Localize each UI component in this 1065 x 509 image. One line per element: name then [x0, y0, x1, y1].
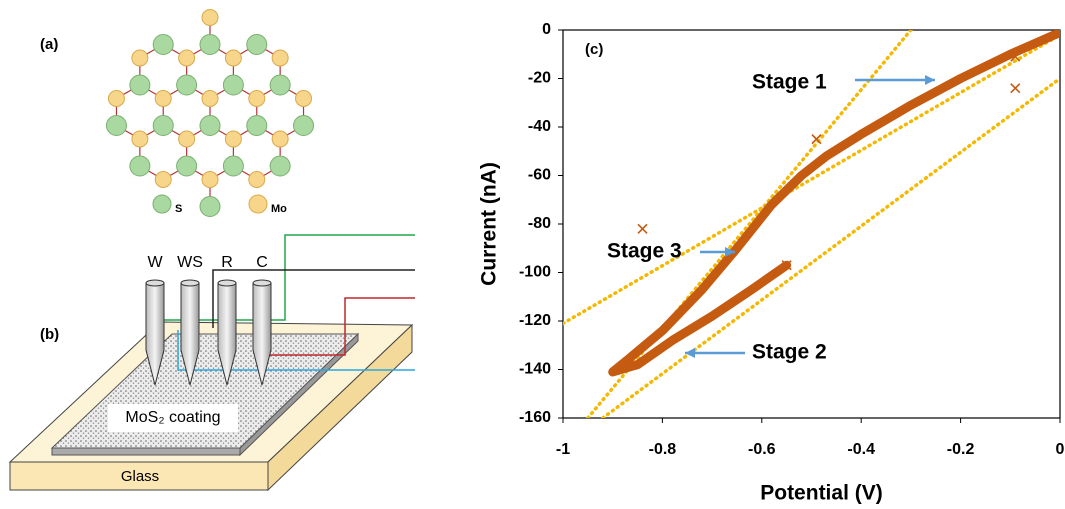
x-tick-label: -0.8 — [649, 441, 677, 458]
annotation: Stage 3 — [607, 240, 682, 263]
y-tick-label: 0 — [542, 21, 551, 38]
electrode-top — [146, 280, 164, 286]
atom — [153, 116, 173, 136]
atom — [130, 75, 150, 95]
atom — [132, 50, 148, 66]
atom — [296, 91, 312, 107]
atom — [200, 197, 220, 217]
y-tick-label: -40 — [528, 118, 551, 135]
electrode-label: R — [221, 254, 233, 271]
electrode-label: WS — [177, 254, 203, 271]
legend-s-marker — [153, 195, 171, 213]
atom — [108, 91, 124, 107]
legend-label: S — [175, 203, 182, 215]
y-tick-label: -100 — [519, 264, 551, 281]
chart: -160 -140 -120 -100 -80 -60 -40 -20 0 -1 -0.8 -0.6 -… — [478, 21, 1065, 504]
atom — [270, 156, 290, 176]
coating-label: MoS₂ coating — [125, 409, 220, 426]
atom — [177, 75, 197, 95]
y-tick-label: -60 — [528, 167, 551, 184]
legend-label: Mo — [271, 203, 287, 215]
schematic — [10, 235, 415, 490]
atom — [106, 116, 126, 136]
atom — [179, 50, 195, 66]
atom — [249, 91, 265, 107]
annotation: Stage 2 — [752, 341, 827, 364]
y-tick-label: -160 — [519, 409, 551, 426]
atom — [249, 172, 265, 188]
panel-label: (c) — [585, 41, 603, 58]
cross-marker — [638, 224, 647, 233]
electrode-top — [181, 280, 199, 286]
electrode-top — [253, 280, 271, 286]
atom — [294, 116, 314, 136]
y-tick-label: -140 — [519, 361, 551, 378]
atom — [202, 172, 218, 188]
atom — [247, 35, 267, 55]
atom — [200, 116, 220, 136]
arrow-head — [925, 75, 935, 85]
x-tick-label: -1 — [556, 441, 570, 458]
y-tick-label: -120 — [519, 312, 551, 329]
data-line — [613, 32, 1060, 372]
atom — [153, 35, 173, 55]
panel-label: (a) — [40, 36, 58, 53]
atom — [225, 131, 241, 147]
legend-mo-marker — [249, 195, 267, 213]
atom — [272, 50, 288, 66]
x-tick-label: -0.6 — [748, 441, 776, 458]
atom — [223, 75, 243, 95]
cross-marker — [1011, 84, 1020, 93]
x-tick-label: -0.2 — [947, 441, 975, 458]
annotation: Stage 1 — [752, 71, 827, 94]
atom — [223, 156, 243, 176]
electrode-label: W — [147, 254, 163, 271]
atom — [155, 172, 171, 188]
x-axis-title: Potential (V) — [760, 482, 883, 505]
atom — [202, 91, 218, 107]
y-tick-label: -20 — [528, 70, 551, 87]
atom — [247, 116, 267, 136]
x-tick-label: 0 — [1056, 441, 1065, 458]
y-tick-label: -80 — [528, 215, 551, 232]
atom — [132, 131, 148, 147]
atom — [177, 156, 197, 176]
atom — [202, 10, 218, 26]
atom — [130, 156, 150, 176]
electrode-top — [218, 280, 236, 286]
figure: (a) S Mo (b) MoS₂ coating Glass -160 -140… — [0, 0, 1065, 509]
atom — [272, 131, 288, 147]
atom — [225, 50, 241, 66]
atom — [200, 35, 220, 55]
atom — [155, 91, 171, 107]
atom — [270, 75, 290, 95]
y-axis-title: Current (nA) — [478, 162, 501, 286]
substrate-label: Glass — [121, 468, 159, 485]
panel-label: (b) — [40, 326, 59, 343]
x-tick-label: -0.4 — [847, 441, 875, 458]
lattice — [106, 10, 313, 217]
electrode-label: C — [256, 254, 268, 271]
atom — [179, 131, 195, 147]
